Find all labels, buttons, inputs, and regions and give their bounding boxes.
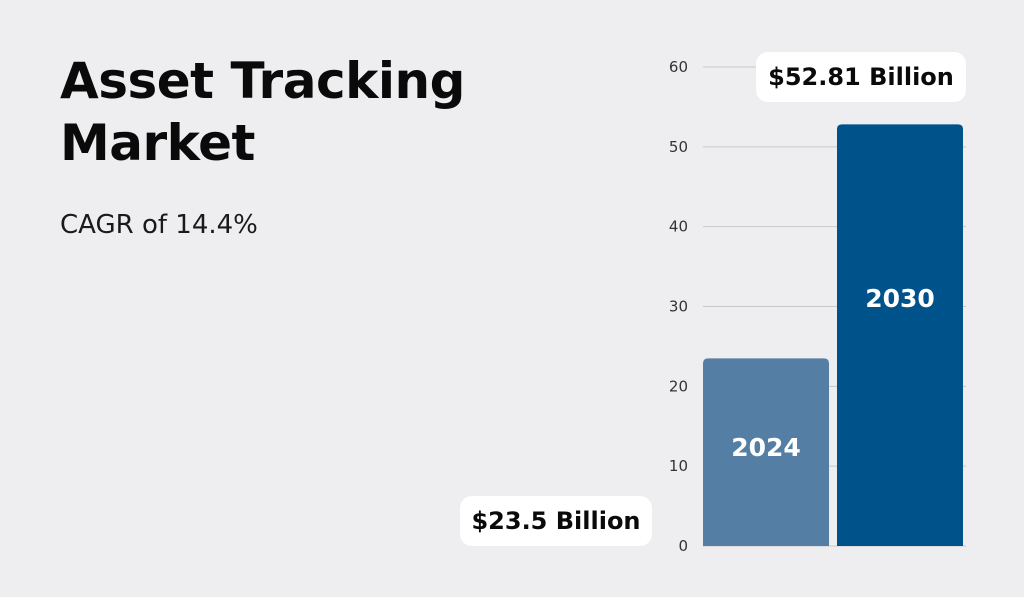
- y-tick-label-20: 20: [669, 377, 688, 395]
- y-tick-label-30: 30: [669, 298, 688, 316]
- bar-2024: [703, 358, 829, 546]
- title-line-1: Asset Tracking: [60, 52, 465, 110]
- cagr-subtitle: CAGR of 14.4%: [60, 210, 258, 240]
- y-tick-label-40: 40: [669, 218, 688, 236]
- y-tick-label-10: 10: [669, 457, 688, 475]
- value-callout-2024: $23.5 Billion: [460, 496, 652, 546]
- y-tick-label-50: 50: [669, 138, 688, 156]
- page-title: Asset Tracking Market: [60, 50, 580, 174]
- y-tick-label-0: 0: [678, 537, 688, 555]
- value-callout-2030: $52.81 Billion: [756, 52, 966, 102]
- bar-label-2030: 2030: [865, 284, 935, 313]
- title-line-2: Market: [60, 114, 255, 172]
- bar-label-2024: 2024: [731, 433, 801, 462]
- bar-2030: [837, 124, 963, 546]
- y-tick-label-60: 60: [669, 58, 688, 76]
